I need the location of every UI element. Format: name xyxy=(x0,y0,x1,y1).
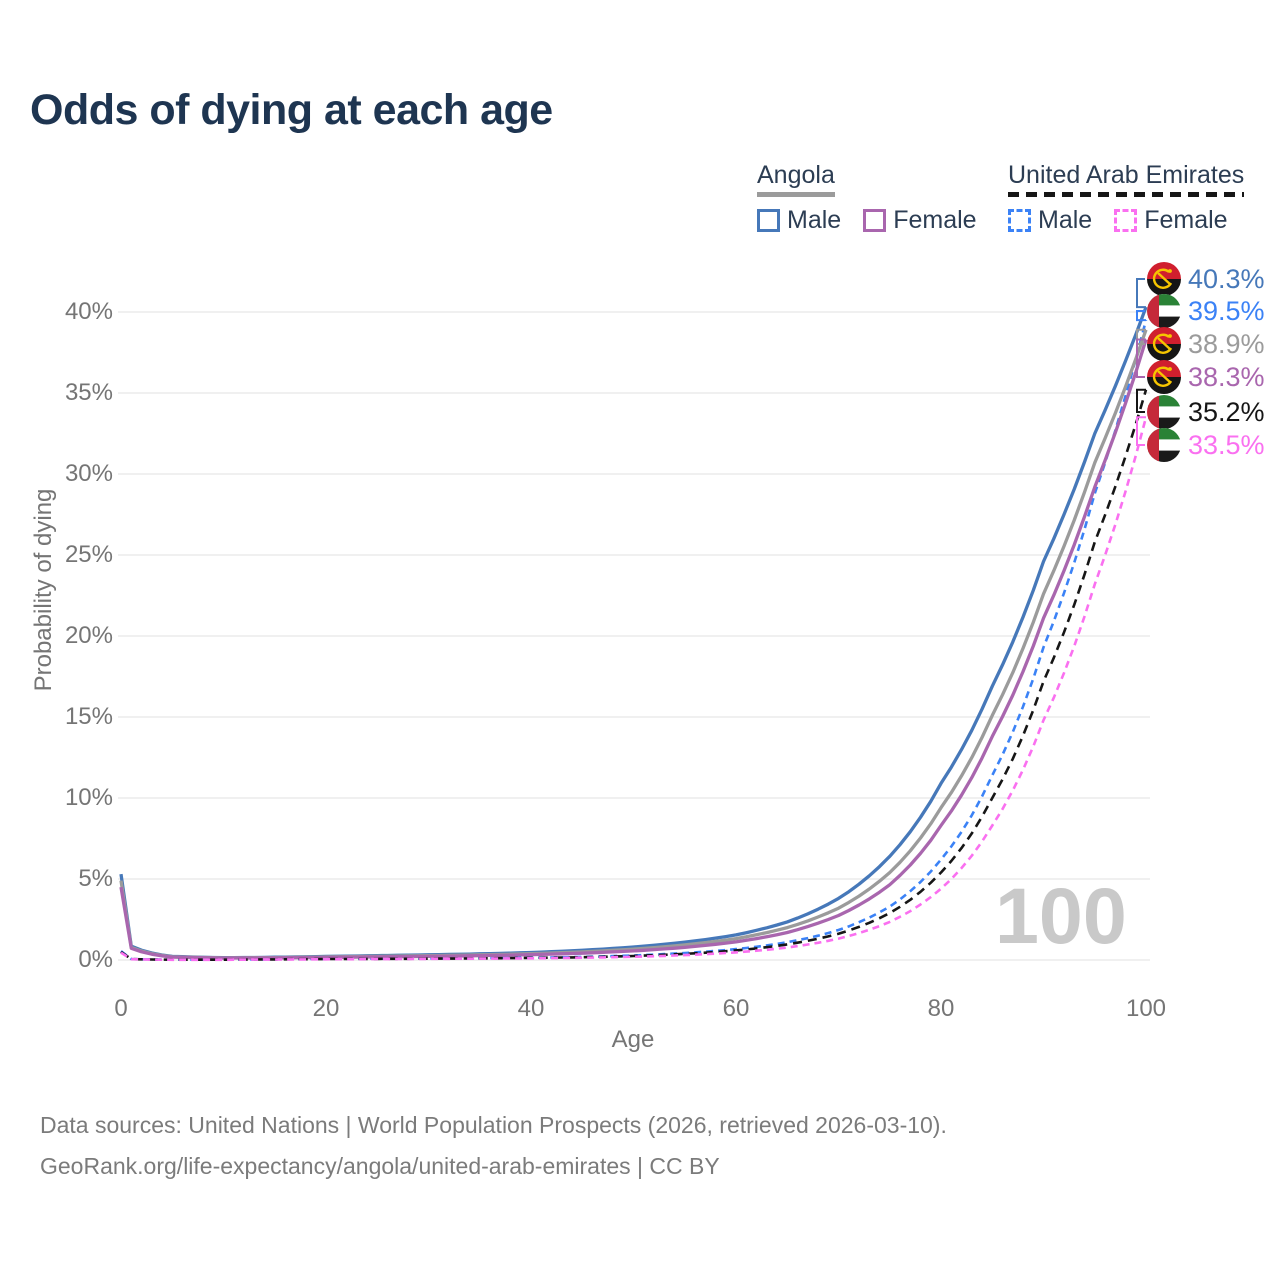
y-tick-label-15: 15% xyxy=(64,703,113,730)
series-line-angola-male xyxy=(119,306,1148,960)
legend-row-angola: Male Female xyxy=(757,206,977,235)
end-label-united-arab-emirates-both-sexes: 35.2% xyxy=(1147,395,1265,429)
end-label-connector-united-arab-emirates-male xyxy=(1136,310,1146,322)
uae-line-swatch xyxy=(1008,192,1245,197)
end-label-value: 38.3% xyxy=(1188,362,1265,392)
legend-row-uae: Male Female xyxy=(1008,206,1244,235)
y-tick-label-40: 40% xyxy=(64,298,113,325)
angola-line-swatch xyxy=(757,192,835,197)
legend-item-label: Male xyxy=(787,206,842,234)
legend-item-label: Female xyxy=(893,206,977,234)
y-tick-label-25: 25% xyxy=(64,541,113,568)
angola-flag-icon xyxy=(1147,327,1181,361)
legend-country-uae: United Arab Emirates xyxy=(1008,161,1245,197)
series-line-united-arab-emirates-both-sexes xyxy=(120,389,1148,961)
legend-country-label: United Arab Emirates xyxy=(1008,161,1245,189)
page-title: Odds of dying at each age xyxy=(30,86,553,134)
age-watermark: 100 xyxy=(995,871,1127,960)
legend-group-angola: Angola Male Female xyxy=(757,162,977,235)
y-tick-label-10: 10% xyxy=(64,784,113,811)
end-label-connector-angola-female xyxy=(1136,338,1146,378)
end-label-connector-angola-both-sexes xyxy=(1136,328,1146,345)
x-tick-label-20: 20 xyxy=(312,995,340,1022)
uae-male-swatch-icon xyxy=(1008,209,1031,232)
y-tick-label-30: 30% xyxy=(64,460,113,487)
y-tick-label-5: 5% xyxy=(78,865,113,892)
end-label-angola-both-sexes: 38.9% xyxy=(1147,327,1265,361)
end-label-connector-united-arab-emirates-both-sexes xyxy=(1136,388,1146,413)
end-label-value: 33.5% xyxy=(1188,430,1265,460)
end-label-value: 35.2% xyxy=(1188,397,1265,427)
legend: Angola Male Female United Arab Emirates xyxy=(0,162,1280,242)
legend-item-uae-male[interactable]: Male xyxy=(1008,206,1092,235)
y-tick-label-20: 20% xyxy=(64,622,113,649)
legend-item-label: Male xyxy=(1038,206,1093,234)
uae-flag-icon xyxy=(1147,428,1181,462)
x-tick-label-60: 60 xyxy=(722,995,750,1022)
y-tick-label-0: 0% xyxy=(78,946,113,973)
end-label-angola-female: 38.3% xyxy=(1147,360,1265,394)
legend-item-label: Female xyxy=(1144,206,1228,234)
end-label-connector-united-arab-emirates-female xyxy=(1136,416,1146,446)
end-label-value: 40.3% xyxy=(1188,264,1265,294)
uae-female-swatch-icon xyxy=(1114,209,1138,232)
footer-attribution: GeoRank.org/life-expectancy/angola/unite… xyxy=(40,1153,720,1179)
series-line-united-arab-emirates-female xyxy=(120,416,1148,962)
y-tick-label-35: 35% xyxy=(64,379,113,406)
x-tick-label-80: 80 xyxy=(927,995,955,1022)
angola-flag-icon xyxy=(1147,360,1181,394)
legend-group-uae: United Arab Emirates Male Female xyxy=(1008,161,1245,235)
uae-flag-icon xyxy=(1147,395,1181,429)
y-axis-title: Probability of dying xyxy=(30,488,57,692)
uae-flag-icon xyxy=(1147,294,1181,328)
angola-flag-icon xyxy=(1147,262,1181,296)
series-line-angola-female xyxy=(119,339,1148,960)
x-tick-label-40: 40 xyxy=(517,995,545,1022)
angola-female-swatch-icon xyxy=(863,209,887,232)
footer: Data sources: United Nations | World Pop… xyxy=(40,1105,947,1187)
x-axis-title: Age xyxy=(611,1026,655,1053)
x-tick-label-0: 0 xyxy=(114,995,128,1022)
end-label-angola-male: 40.3% xyxy=(1147,262,1265,296)
end-label-united-arab-emirates-male: 39.5% xyxy=(1147,294,1265,328)
legend-item-angola-male[interactable]: Male xyxy=(757,206,841,235)
series-line-united-arab-emirates-male xyxy=(120,319,1148,961)
footer-data-sources: Data sources: United Nations | World Pop… xyxy=(40,1112,947,1138)
x-tick-label-100: 100 xyxy=(1125,995,1167,1022)
angola-male-swatch-icon xyxy=(757,209,780,232)
series-line-angola-both-sexes xyxy=(119,329,1148,960)
end-label-united-arab-emirates-female: 33.5% xyxy=(1147,428,1265,462)
end-label-value: 38.9% xyxy=(1188,329,1265,359)
legend-item-uae-female[interactable]: Female xyxy=(1114,206,1228,235)
legend-country-label: Angola xyxy=(757,161,835,189)
legend-country-angola: Angola xyxy=(757,162,835,197)
end-label-value: 39.5% xyxy=(1188,296,1265,326)
legend-item-angola-female[interactable]: Female xyxy=(863,206,977,235)
end-label-connector-angola-male xyxy=(1136,278,1146,309)
